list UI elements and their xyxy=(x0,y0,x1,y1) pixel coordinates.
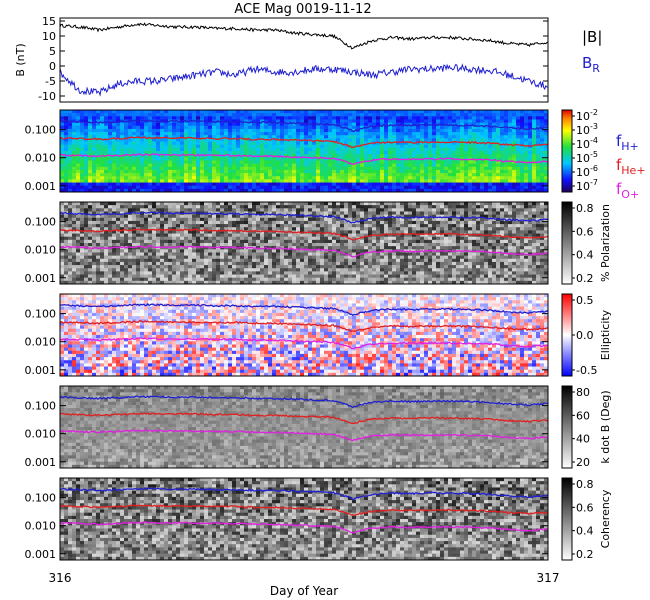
panel-coherency-ytick-label-2: 0.001 xyxy=(25,548,57,561)
panel-coherency-cbar-tick-label-2: 0.4 xyxy=(576,525,594,538)
panel-power-ytick-label-2: 0.001 xyxy=(25,180,57,193)
panel-power-ytick-label-0: 0.100 xyxy=(25,124,57,137)
x-tick-label-1: 317 xyxy=(537,571,560,585)
panel-coherency-cbar-tick-label-3: 0.2 xyxy=(576,548,594,561)
panel-coherency-cbar-label: Coherency xyxy=(599,489,612,548)
legend-bfield-1: BR xyxy=(582,54,600,75)
panel-polarization-ytick-label-1: 0.010 xyxy=(25,244,57,257)
panel-coherency-cbar-tick-label-1: 0.6 xyxy=(576,501,594,514)
panel-bfield-ytick-label-1: 10 xyxy=(42,30,56,43)
panel-polarization-cbar-tick-label-3: 0.2 xyxy=(576,272,594,285)
panel-bfield-ytick-label-4: -5 xyxy=(45,75,56,88)
panel-power-ytick-label-1: 0.010 xyxy=(25,152,57,165)
panel-polarization-ytick-label-0: 0.100 xyxy=(25,216,57,229)
legend-gyro-0: fH+ xyxy=(616,132,639,153)
panel-kdotb-ytick-label-1: 0.010 xyxy=(25,428,57,441)
panel-power-gyro-line-2 xyxy=(60,153,548,165)
legend-gyro-1: fHe+ xyxy=(616,156,646,177)
panel-ellipticity-image xyxy=(60,294,548,376)
panel-ellipticity-cbar-tick-label-0: 0.5 xyxy=(576,294,594,307)
panel-ellipticity-frame xyxy=(59,293,549,377)
series-line-b-radial xyxy=(60,63,548,97)
panel-coherency-gyro-line-1 xyxy=(60,504,548,517)
panel-ellipticity-gyro-line-2 xyxy=(60,337,548,350)
panel-power-gyro-line-0 xyxy=(60,118,548,132)
panel-power-cbar-tick-label-0: 10-2 xyxy=(576,108,598,123)
panel-kdotb-image xyxy=(60,386,548,468)
chart-title: ACE Mag 0019-11-12 xyxy=(234,2,371,17)
legend-bfield-0: |B| xyxy=(582,28,602,46)
panel-coherency-colorbar xyxy=(561,477,573,561)
panel-ellipticity-cbar-label: Ellipticity xyxy=(599,309,612,360)
panel-power-image xyxy=(60,110,548,192)
panel-polarization-colorbar xyxy=(561,201,573,285)
panel-bfield-frame xyxy=(59,17,549,103)
panel-power-cbar-tick-label-1: 10-3 xyxy=(576,122,598,137)
panel-kdotb-cbar-tick-label-0: 80 xyxy=(576,386,590,399)
panel-kdotb-cbar-label: k dot B (Deg) xyxy=(599,390,612,463)
panel-coherency-ytick-label-0: 0.100 xyxy=(25,492,57,505)
panel-polarization-gyro-line-0 xyxy=(60,211,548,224)
panel-polarization-cbar-label: % Polarization xyxy=(599,204,612,282)
panel-ellipticity-ytick-label-2: 0.001 xyxy=(25,364,57,377)
panel-ellipticity-colorbar xyxy=(561,293,573,377)
panel-bfield-ytick-label-0: 15 xyxy=(42,15,56,28)
panel-kdotb-ytick-label-0: 0.100 xyxy=(25,400,57,413)
panel-polarization: 0.100 0.010 0.001 0.8 0.6 0.4 0.2 % Polarizatio… xyxy=(25,201,612,285)
panel-kdotb-cbar-tick-label-1: 60 xyxy=(576,409,590,422)
legend-gyro-2: fO+ xyxy=(616,180,639,201)
x-axis-label: Day of Year xyxy=(270,584,338,598)
panel-coherency-image xyxy=(60,478,548,560)
panel-polarization-image xyxy=(60,202,548,284)
panel-power-colorbar xyxy=(561,109,573,193)
panel-kdotb-cbar-tick-label-2: 40 xyxy=(576,433,590,446)
panel-coherency-frame xyxy=(59,477,549,561)
panel-polarization-ytick-label-2: 0.001 xyxy=(25,272,57,285)
panel-bfield-ytick-label-3: 0 xyxy=(49,60,56,73)
panel-ellipticity-cbar-tick-label-2: -0.5 xyxy=(576,364,597,377)
panel-ellipticity-ytick-label-1: 0.010 xyxy=(25,336,57,349)
panel-power-frame xyxy=(59,109,549,193)
panel-coherency-gyro-line-2 xyxy=(60,521,548,534)
panel-kdotb: 0.100 0.010 0.001 80 60 40 20 k dot B (Deg) xyxy=(25,385,612,469)
panel-coherency-cbar-tick-label-0: 0.8 xyxy=(576,478,594,491)
panel-power-cbar-tick-label-3: 10-5 xyxy=(576,150,598,165)
panel-kdotb-ytick-label-2: 0.001 xyxy=(25,456,57,469)
panel-kdotb-gyro-line-0 xyxy=(60,395,548,409)
panel-bfield-ylabel: B (nT) xyxy=(14,43,27,76)
panel-coherency: 0.100 0.010 0.001 0.8 0.6 0.4 0.2 Coherency xyxy=(25,477,612,561)
panel-ellipticity-gyro-line-0 xyxy=(60,302,548,317)
panel-ellipticity-cbar-tick-label-1: 0.0 xyxy=(576,329,594,342)
panel-polarization-gyro-line-2 xyxy=(60,245,548,258)
panel-power-cbar-tick-label-4: 10-6 xyxy=(576,164,598,179)
x-tick-label-0: 316 xyxy=(49,571,72,585)
panel-polarization-cbar-tick-label-1: 0.6 xyxy=(576,225,594,238)
panel-power-cbar-tick-label-2: 10-4 xyxy=(576,136,598,151)
panel-power-cbar-tick-label-5: 10-7 xyxy=(576,178,598,193)
panel-coherency-gyro-line-0 xyxy=(60,487,548,501)
panel-kdotb-frame xyxy=(59,385,549,469)
panel-coherency-ytick-label-1: 0.010 xyxy=(25,520,57,533)
panel-power-gyro-line-1 xyxy=(60,136,548,149)
panel-power: 0.100 0.010 0.001 10-210-310-410-510-610-7 f… xyxy=(25,108,646,201)
panel-polarization-cbar-tick-label-0: 0.8 xyxy=(576,202,594,215)
panel-polarization-cbar-tick-label-2: 0.4 xyxy=(576,249,594,262)
panel-polarization-frame xyxy=(59,201,549,285)
panel-polarization-gyro-line-1 xyxy=(60,228,548,241)
series-line-b-magnitude xyxy=(60,22,548,50)
panel-bfield: 15 10 5 0 -5 -10 B (nT) |B| BR xyxy=(14,15,602,103)
panel-bfield-ytick-label-5: -10 xyxy=(38,90,56,103)
panel-kdotb-gyro-line-1 xyxy=(60,412,548,425)
x-axis: 316 317 Day of Year xyxy=(49,571,560,598)
panel-ellipticity-ytick-label-0: 0.100 xyxy=(25,308,57,321)
panel-kdotb-cbar-tick-label-3: 20 xyxy=(576,456,590,469)
panel-bfield-ytick-label-2: 5 xyxy=(49,45,56,58)
panel-kdotb-colorbar xyxy=(561,385,573,469)
panel-ellipticity-gyro-line-1 xyxy=(60,320,548,333)
panel-kdotb-gyro-line-2 xyxy=(60,429,548,442)
